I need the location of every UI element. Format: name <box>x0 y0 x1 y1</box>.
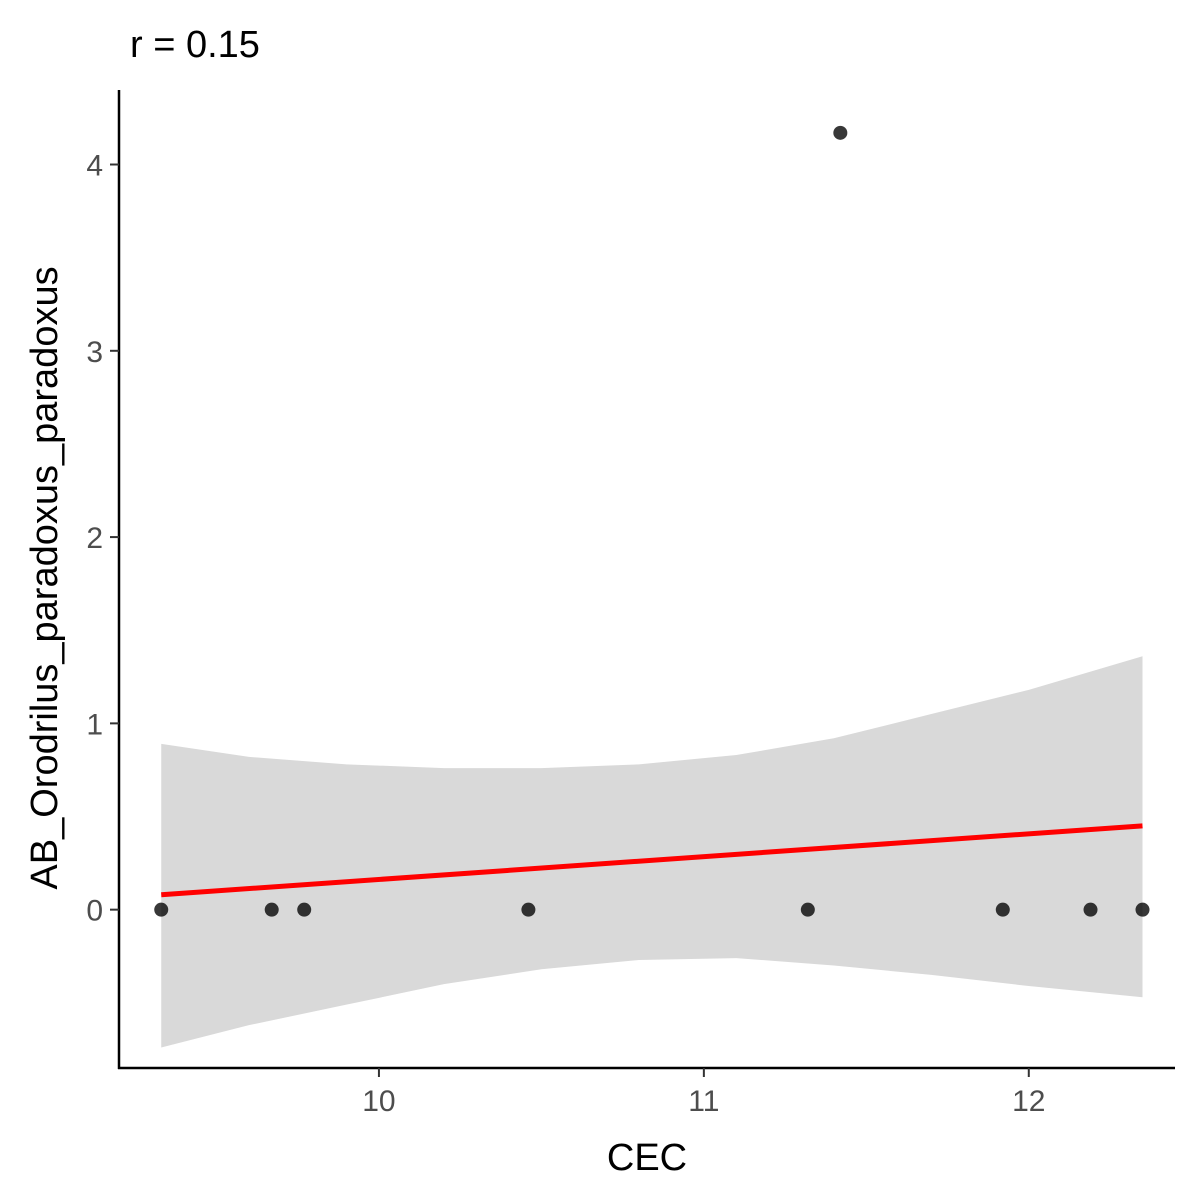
data-point-1 <box>154 902 169 917</box>
data-point-5 <box>800 902 815 917</box>
y-tick-label-2: 2 <box>86 522 103 555</box>
x-tick-label-11: 11 <box>688 1085 719 1118</box>
y-tick-label-3: 3 <box>86 336 103 369</box>
confidence-band-layer <box>161 656 1143 1048</box>
y-tick-label-0: 0 <box>86 895 103 928</box>
data-point-9 <box>1135 902 1150 917</box>
data-point-4 <box>521 902 536 917</box>
y-axis-title: AB_Orodrilus_paradoxus_paradoxus <box>24 266 66 889</box>
data-point-3 <box>297 902 312 917</box>
confidence-band <box>161 656 1143 1048</box>
point-layer <box>154 125 1150 917</box>
x-tick-label-10: 10 <box>362 1085 395 1118</box>
chart-title: r = 0.15 <box>130 24 260 66</box>
y-tick-label-4: 4 <box>86 150 103 183</box>
data-point-6 <box>833 125 848 140</box>
regression-line <box>161 823 1143 898</box>
x-tick-label-12: 12 <box>1012 1085 1045 1118</box>
data-point-2 <box>264 902 279 917</box>
fit-line-layer <box>161 823 1143 898</box>
x-axis-title: CEC <box>607 1137 687 1179</box>
y-tick-label-1: 1 <box>86 708 103 741</box>
data-point-7 <box>995 902 1010 917</box>
data-point-8 <box>1083 902 1098 917</box>
